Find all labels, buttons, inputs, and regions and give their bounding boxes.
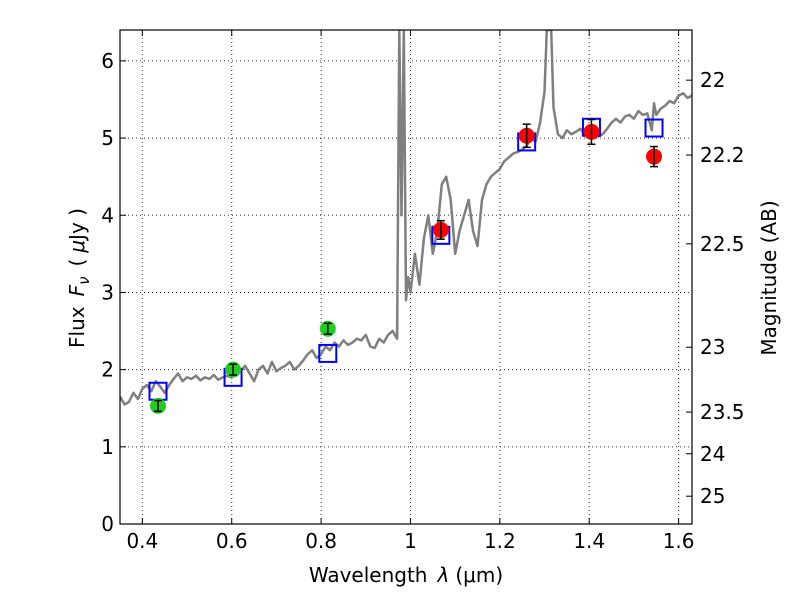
x-tick-label: 0.8: [305, 529, 337, 553]
model-photometry-point: [644, 118, 664, 138]
y-tick-label: 1: [101, 435, 114, 459]
x-tick-label: 1.2: [484, 529, 516, 553]
y2-tick-label: 23.5: [700, 400, 745, 424]
y2-tick-label: 23: [700, 335, 725, 359]
x-tick-label: 0.4: [126, 529, 158, 553]
y-tick-label: 3: [101, 280, 114, 304]
y-tick-label: 5: [101, 126, 114, 150]
x-axis-title: Wavelength λ (μm): [309, 563, 503, 587]
y-tick-label: 6: [101, 49, 114, 73]
model-photometry-point: [318, 343, 338, 363]
x-tick-label: 1: [404, 529, 417, 553]
y2-tick-label: 24: [700, 442, 725, 466]
y2-tick-label: 25: [700, 484, 725, 508]
x-tick-label: 0.6: [216, 529, 248, 553]
axis-ticks: 0.4 0.6 0.8 1 1.2 1.4 1.601234562222.222.52323…: [101, 30, 745, 553]
y2-tick-label: 22: [700, 68, 725, 92]
grid-lines: [120, 30, 692, 524]
y-axis-title: FluxFν(μJy ): [65, 208, 93, 348]
series-layer: [120, 30, 692, 414]
y2-tick-label: 22.2: [700, 143, 745, 167]
y-tick-label: 4: [101, 203, 114, 227]
plot-frame: [119, 29, 693, 525]
y2-axis-title: Magnitude (AB): [757, 200, 781, 355]
y-tick-label: 2: [101, 358, 114, 382]
x-tick-label: 1.4: [573, 529, 605, 553]
y2-tick-label: 22.5: [700, 232, 745, 256]
y-tick-label: 0: [101, 512, 114, 536]
spectrum-line: [120, 30, 692, 406]
x-tick-label: 1.6: [663, 529, 695, 553]
